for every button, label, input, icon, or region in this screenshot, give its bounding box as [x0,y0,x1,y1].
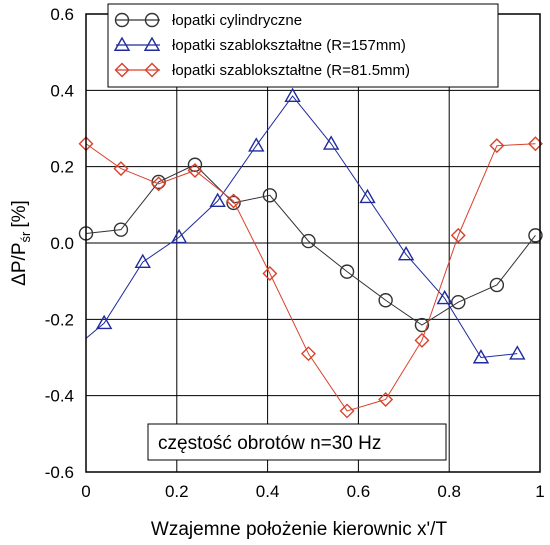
data-point [451,294,466,310]
data-point [95,314,113,330]
legend-marker [144,12,160,28]
data-point [262,188,278,203]
data-point [284,87,301,103]
data-point [226,195,241,211]
data-point [339,403,355,419]
data-point [378,391,394,407]
x-tick-label: 1 [535,482,544,501]
annotation-box [147,423,447,461]
annotation: częstość obrotów n=30 Hz [147,423,447,461]
legend-marker [143,36,161,51]
data-point [378,293,393,308]
data-point [134,253,151,269]
data-point [262,266,278,282]
data-point [300,346,316,362]
data-point [489,138,505,154]
y-tick-label: -0.6 [45,463,74,482]
x-tick-label: 0.4 [256,482,280,501]
y-axis-title: ΔP/Pśr [%] [9,200,33,286]
x-tick-label: 0.2 [165,482,189,501]
series-triangle [85,87,526,364]
y-tick-label: 0.2 [50,158,74,177]
data-point [339,264,355,279]
data-point [248,137,265,152]
y-tick-label: 0.6 [50,5,74,24]
series-line [85,95,518,359]
y-axis-title-subscript: śr [18,231,33,243]
data-point [113,222,129,237]
legend-label: łopatki cylindryczne [172,12,302,29]
y-tick-label: 0.0 [50,234,74,253]
x-tick-label: 0.8 [437,482,461,501]
data-point [414,332,430,348]
legend-label: łopatki szablokształtne (R=157mm) [172,37,406,54]
legend-box [107,3,499,88]
y-tick-label: -0.4 [45,387,74,406]
data-point [151,176,167,192]
legend-marker [144,62,160,78]
data-point [226,193,242,209]
x-tick-label: 0.6 [347,482,371,501]
legend-marker [113,36,131,51]
y-axis-title-unit: [%] [9,200,30,227]
data-point [187,157,203,172]
legend-marker [114,12,130,28]
data-point [209,192,226,207]
series-line [85,143,536,412]
data-point [187,162,203,178]
y-tick-label: 0.4 [50,81,74,100]
legend-item: łopatki cylindryczne [114,12,302,29]
data-point [113,161,129,177]
series-diamond [78,136,543,419]
data-point [414,317,430,333]
legend-item: łopatki szablokształtne (R=157mm) [113,36,406,54]
annotation-text: częstość obrotów n=30 Hz [158,433,381,454]
series-circle [78,157,543,333]
data-point [450,227,466,243]
x-axis-title: Wzajemne położenie kierownic x'/T [151,519,448,540]
legend: łopatki cylindryczne łopatki szablokształ… [107,3,499,88]
data-point [436,289,453,305]
data-point [489,277,505,293]
y-axis-title-main: ΔP/P [9,242,30,285]
data-point [359,188,376,204]
data-point [528,228,543,243]
data-point [509,345,526,360]
legend-label: łopatki szablokształtne (R=81.5mm) [172,62,410,79]
legend-marker [114,62,130,78]
data-point [170,228,188,244]
legend-items: łopatki cylindryczne łopatki szablokształ… [113,12,410,79]
data-point [322,135,340,150]
data-point [397,246,415,261]
tick-labels: 0 0.2 0.4 0.6 0.8 1 -0.6 -0.4 -0.2 0.0 0.2 0.4 0.6 [45,5,545,501]
series-line [85,164,536,326]
x-tick-label: 0 [81,482,90,501]
y-tick-label: -0.2 [45,310,74,329]
data-point [472,349,490,364]
legend-item: łopatki szablokształtne (R=81.5mm) [114,62,410,79]
series-layer [78,87,543,419]
data-point [301,233,316,249]
